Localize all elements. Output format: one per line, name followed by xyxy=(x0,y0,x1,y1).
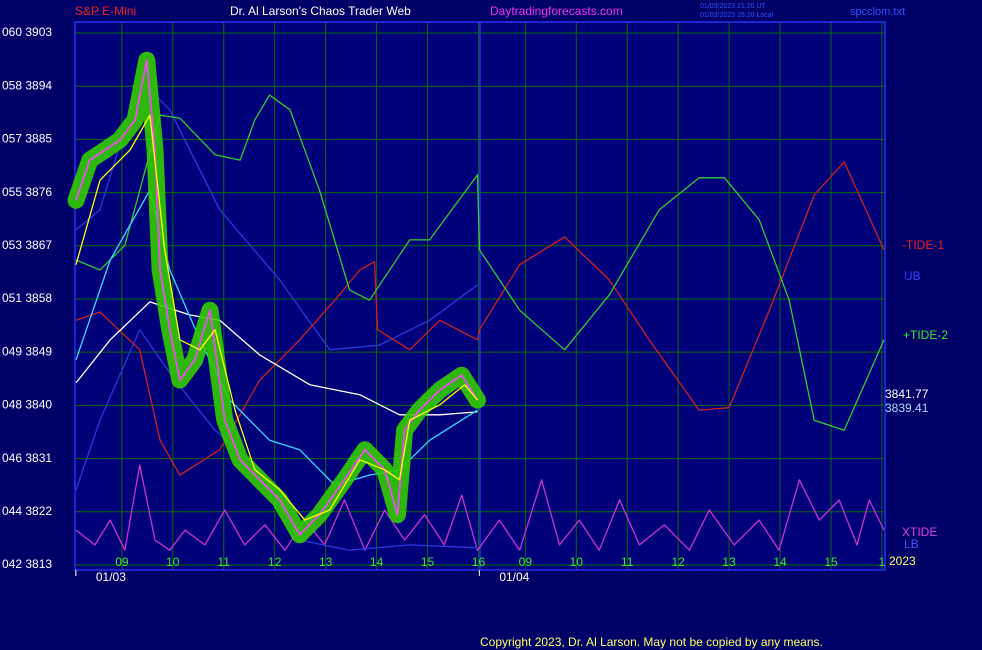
x-tick-label: 11 xyxy=(621,555,634,569)
x-tick-label: 15 xyxy=(421,555,435,569)
y-tick-label: 044 3822 xyxy=(2,504,52,518)
copyright: Copyright 2023, Dr. Al Larson. May not b… xyxy=(480,635,823,649)
y-tick-label: 058 3894 xyxy=(2,78,52,92)
legend-label: XTIDE xyxy=(902,525,937,539)
y-tick-label: 057 3885 xyxy=(2,132,52,146)
y-tick-label: 049 3849 xyxy=(2,344,52,358)
legend-label: +TIDE-2 xyxy=(903,328,948,342)
year: 2023 xyxy=(889,554,916,568)
x-tick-label: 10 xyxy=(570,555,584,569)
last-value: 3841.77 xyxy=(885,387,929,401)
x-tick-label: 13 xyxy=(722,555,736,569)
legend-label: LB xyxy=(904,537,919,551)
timestamp: 01/03/2023 15:20 Local xyxy=(700,12,774,19)
y-tick-label: 055 3876 xyxy=(2,185,52,199)
subtitle: S&P E-Mini xyxy=(75,4,136,18)
y-tick-label: 051 3858 xyxy=(2,291,52,305)
x-tick-label: 12 xyxy=(671,555,685,569)
x-tick-label: 14 xyxy=(773,555,787,569)
x-tick-label: 13 xyxy=(319,555,333,569)
legend-label: -TIDE-1 xyxy=(902,238,944,252)
x-tick-label: 11 xyxy=(218,555,231,569)
x-tick-label: 12 xyxy=(268,555,282,569)
series-line xyxy=(75,161,885,476)
series-line xyxy=(75,114,478,521)
y-tick-label: 046 3831 xyxy=(2,451,52,465)
series-line xyxy=(75,464,885,551)
x-tick-label: 1 xyxy=(879,555,886,569)
y-tick-label: 048 3840 xyxy=(2,398,52,412)
chart-title: Dr. Al Larson's Chaos Trader Web xyxy=(230,4,411,18)
plot-border xyxy=(74,21,886,571)
date-label: 01/04 xyxy=(499,570,529,584)
y-tick-label: 042 3813 xyxy=(2,557,52,571)
legend-label: UB xyxy=(904,269,921,283)
x-tick-label: 09 xyxy=(115,555,129,569)
timestamp: 01/03/2023 21:20 UT xyxy=(700,3,766,10)
x-tick-label: 14 xyxy=(370,555,384,569)
x-tick-label: 15 xyxy=(824,555,838,569)
date-label: 01/03 xyxy=(96,570,126,584)
file-name: spcclom.txt xyxy=(850,6,905,18)
x-tick-label: 10 xyxy=(166,555,180,569)
y-tick-label: 060 3903 xyxy=(2,25,52,39)
series-line xyxy=(75,94,885,431)
site: Daytradingforecasts.com xyxy=(490,4,623,18)
x-tick-label: 09 xyxy=(519,555,533,569)
series-line xyxy=(75,59,479,536)
x-tick-label: 16 xyxy=(472,555,486,569)
last-value: 3839.41 xyxy=(885,401,929,415)
lines xyxy=(67,51,885,551)
y-tick-label: 053 3867 xyxy=(2,238,52,252)
